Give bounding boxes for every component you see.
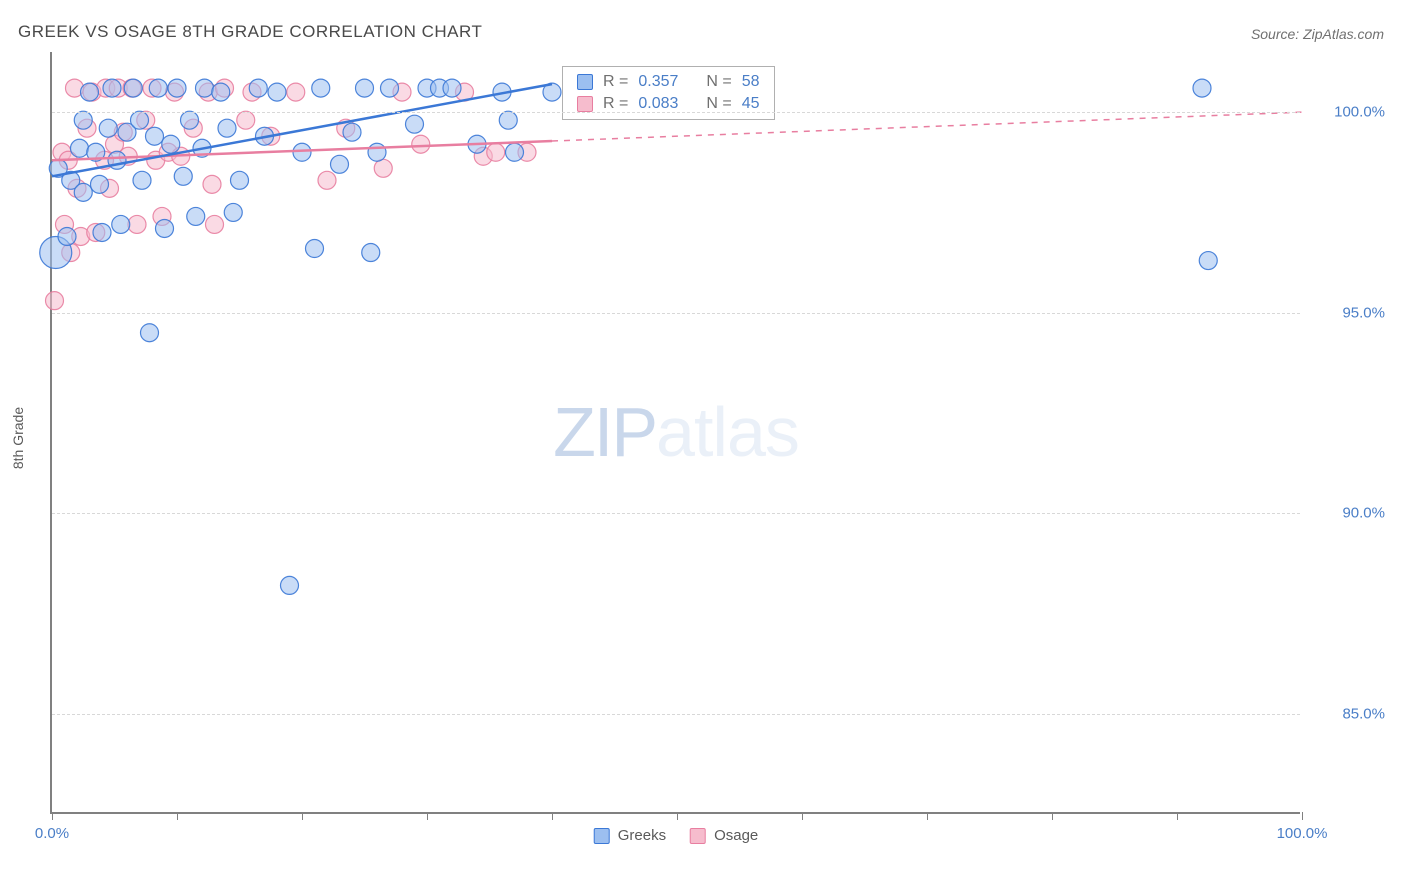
stats-swatch-osage [577,96,593,112]
stats-n-label: N = [706,95,731,113]
osage-point [46,292,64,310]
gridline-h [52,513,1300,514]
greeks-point [58,227,76,245]
greeks-point [99,119,117,137]
greeks-point [381,79,399,97]
legend-swatch-greeks [594,828,610,844]
x-tick [927,812,928,820]
greeks-point [306,240,324,258]
x-tick [302,812,303,820]
stats-r-value-greeks: 0.357 [638,73,678,91]
greeks-point [231,171,249,189]
x-tick [427,812,428,820]
osage-point [287,83,305,101]
greeks-point [91,175,109,193]
osage-point [412,135,430,153]
greeks-point [162,135,180,153]
gridline-h [52,714,1300,715]
y-tick-label: 100.0% [1334,104,1385,121]
greeks-point [133,171,151,189]
greeks-point [156,219,174,237]
greeks-point [1193,79,1211,97]
chart-title: GREEK VS OSAGE 8TH GRADE CORRELATION CHA… [18,22,482,42]
x-legend: Greeks Osage [594,827,759,844]
plot-area: ZIPatlas R = 0.357 N = 58 R = 0.083 N = … [50,52,1300,814]
legend-item-osage: Osage [690,827,758,844]
x-tick [677,812,678,820]
stats-r-label: R = [603,73,628,91]
y-axis-label: 8th Grade [10,407,26,469]
osage-point [206,215,224,233]
greeks-point [312,79,330,97]
greeks-point [1199,252,1217,270]
greeks-point [343,123,361,141]
greeks-point [74,111,92,129]
legend-item-greeks: Greeks [594,827,666,844]
y-tick-label: 90.0% [1342,505,1385,522]
y-tick-label: 95.0% [1342,304,1385,321]
x-tick [802,812,803,820]
greeks-point [71,139,89,157]
greeks-point [149,79,167,97]
greeks-point [196,79,214,97]
osage-point [318,171,336,189]
greeks-point [331,155,349,173]
greeks-point [81,83,99,101]
greeks-point [174,167,192,185]
greeks-point [443,79,461,97]
gridline-h [52,313,1300,314]
greeks-point [93,223,111,241]
greeks-point [368,143,386,161]
greeks-point [281,576,299,594]
greeks-point [499,111,517,129]
stats-n-label: N = [706,73,731,91]
legend-label-osage: Osage [714,827,758,844]
stats-r-value-osage: 0.083 [638,95,678,113]
x-tick-label: 100.0% [1277,825,1328,842]
x-tick [1302,812,1303,820]
greeks-point [187,207,205,225]
gridline-h [52,112,1300,113]
greeks-point [74,183,92,201]
greeks-point [293,143,311,161]
stats-r-label: R = [603,95,628,113]
legend-label-greeks: Greeks [618,827,666,844]
stats-n-value-greeks: 58 [742,73,760,91]
source-attribution: Source: ZipAtlas.com [1251,26,1384,42]
legend-swatch-osage [690,828,706,844]
osage-point [128,215,146,233]
greeks-point [131,111,149,129]
greeks-point [362,244,380,262]
greeks-point [112,215,130,233]
greeks-point [181,111,199,129]
x-tick [177,812,178,820]
greeks-point [224,203,242,221]
greeks-point [218,119,236,137]
osage-point [374,159,392,177]
x-tick [552,812,553,820]
greeks-point [103,79,121,97]
greeks-point [212,83,230,101]
osage-point [487,143,505,161]
osage-point [237,111,255,129]
x-tick [1177,812,1178,820]
stats-row-greeks: R = 0.357 N = 58 [563,71,774,93]
greeks-point [141,324,159,342]
x-tick [1052,812,1053,820]
greeks-point [356,79,374,97]
greeks-point [124,79,142,97]
greeks-point [506,143,524,161]
y-tick-label: 85.0% [1342,705,1385,722]
stats-n-value-osage: 45 [742,95,760,113]
scatter-svg [52,52,1300,812]
greeks-point [146,127,164,145]
greeks-point [168,79,186,97]
x-tick-label: 0.0% [35,825,69,842]
greeks-point [406,115,424,133]
stats-swatch-greeks [577,74,593,90]
osage-point [203,175,221,193]
x-tick [52,812,53,820]
greeks-point [249,79,267,97]
greeks-point [268,83,286,101]
